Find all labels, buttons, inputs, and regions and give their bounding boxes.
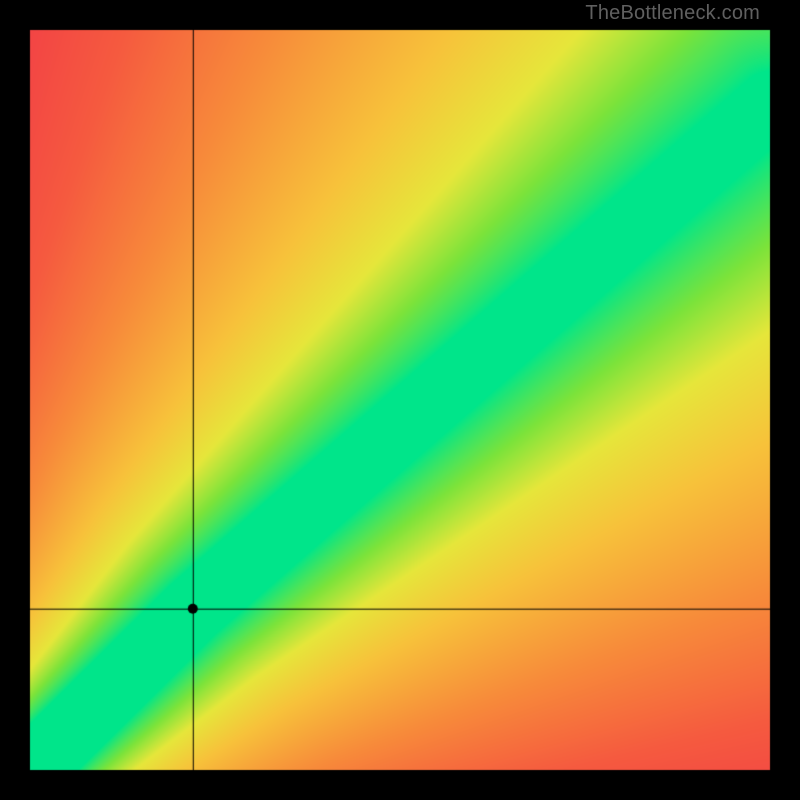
watermark-label: TheBottleneck.com bbox=[585, 2, 760, 25]
bottleneck-heatmap bbox=[0, 0, 800, 800]
